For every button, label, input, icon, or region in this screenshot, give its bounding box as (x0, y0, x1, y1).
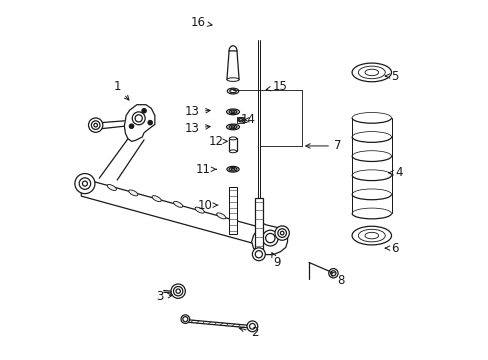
Polygon shape (226, 51, 239, 80)
Circle shape (262, 230, 278, 246)
Polygon shape (124, 105, 155, 141)
Ellipse shape (195, 207, 204, 213)
Circle shape (75, 174, 95, 194)
Text: 7: 7 (305, 139, 341, 152)
Text: 8: 8 (329, 272, 345, 287)
Polygon shape (251, 221, 287, 255)
Polygon shape (229, 138, 236, 151)
Text: 1: 1 (113, 80, 129, 100)
Ellipse shape (351, 63, 391, 82)
Circle shape (148, 121, 152, 125)
Circle shape (181, 315, 189, 323)
Polygon shape (229, 187, 236, 234)
Text: 6: 6 (385, 242, 398, 255)
Ellipse shape (226, 166, 239, 172)
Text: 13: 13 (184, 105, 210, 118)
Circle shape (142, 109, 146, 113)
Ellipse shape (229, 137, 236, 140)
Circle shape (171, 284, 185, 298)
Text: 11: 11 (195, 163, 216, 176)
Ellipse shape (226, 124, 239, 130)
Polygon shape (81, 178, 264, 246)
Text: 9: 9 (271, 253, 280, 269)
Circle shape (328, 269, 337, 278)
Text: 14: 14 (240, 113, 255, 126)
Ellipse shape (238, 118, 244, 122)
Text: 16: 16 (190, 16, 212, 29)
Ellipse shape (173, 201, 183, 207)
Text: 2: 2 (239, 326, 259, 339)
Ellipse shape (107, 185, 116, 190)
Ellipse shape (229, 150, 236, 153)
Circle shape (132, 112, 145, 125)
Text: 3: 3 (156, 290, 172, 303)
Ellipse shape (351, 226, 391, 245)
Circle shape (88, 118, 102, 132)
Ellipse shape (226, 109, 239, 115)
Text: 15: 15 (265, 80, 287, 93)
Text: 12: 12 (208, 135, 227, 148)
Text: 4: 4 (388, 166, 402, 179)
Ellipse shape (216, 213, 225, 219)
Circle shape (246, 321, 257, 332)
Ellipse shape (227, 88, 238, 94)
Circle shape (129, 124, 133, 129)
Ellipse shape (226, 78, 239, 81)
Text: 13: 13 (184, 122, 210, 135)
Circle shape (274, 226, 289, 240)
Circle shape (252, 248, 265, 261)
Text: 5: 5 (385, 69, 398, 82)
Ellipse shape (128, 190, 138, 196)
Polygon shape (254, 198, 262, 250)
Ellipse shape (152, 196, 161, 202)
Text: 10: 10 (197, 199, 218, 212)
